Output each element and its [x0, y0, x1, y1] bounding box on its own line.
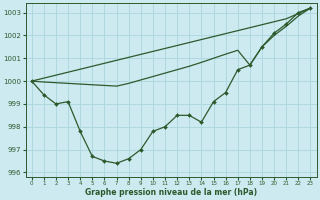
X-axis label: Graphe pression niveau de la mer (hPa): Graphe pression niveau de la mer (hPa): [85, 188, 257, 197]
